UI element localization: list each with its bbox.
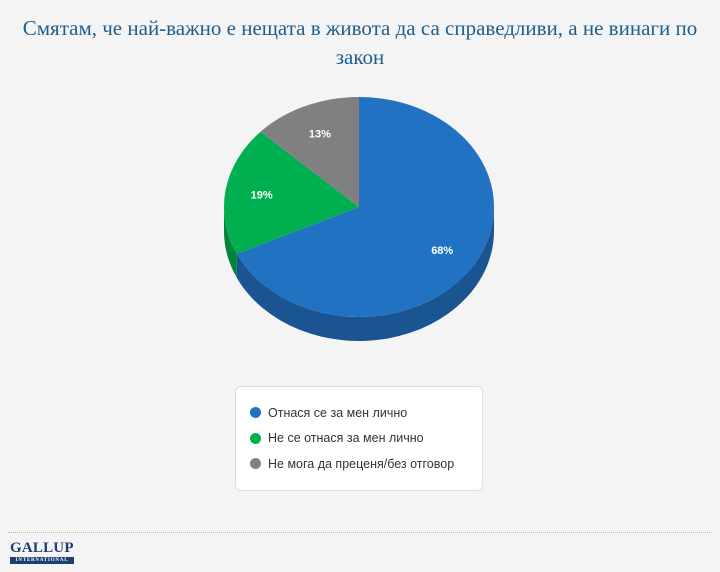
legend-label: Отнася се за мен лично: [268, 405, 408, 420]
chart-title: Смятам, че най-важно е нещата в живота д…: [22, 16, 698, 69]
logo-sub-text: INTERNATIONAL: [10, 557, 74, 564]
pie-slice-2[interactable]: [260, 97, 359, 207]
legend-swatch-blue: [250, 407, 261, 419]
logo-main-text: GALLUP: [10, 540, 74, 556]
legend-item-no-answer[interactable]: Не мога да преценя/без отговор: [250, 451, 482, 477]
legend-label: Не мога да преценя/без отговор: [268, 456, 455, 471]
pie-slice-1[interactable]: [224, 131, 359, 254]
pie-chart: 68% 19% 13%: [224, 97, 495, 341]
legend-swatch-green: [250, 432, 261, 444]
legend-item-not-personal[interactable]: Не се отнася за мен лично: [250, 426, 482, 452]
pie-slice-0[interactable]: [236, 97, 495, 317]
pie-side-0: [236, 207, 495, 341]
pie-data-label-0: 68%: [431, 245, 453, 257]
pie-side-1: [224, 207, 237, 278]
gallup-logo: GALLUP INTERNATIONAL: [10, 541, 74, 564]
pie-data-label-2: 13%: [309, 128, 331, 140]
footer-divider: [8, 532, 712, 533]
legend-label: Не се отнася за мен лично: [268, 431, 424, 446]
chart-legend: Отнася се за мен лично Не се отнася за м…: [235, 386, 483, 491]
pie-data-label-1: 19%: [251, 189, 273, 201]
legend-item-personal[interactable]: Отнася се за мен лично: [250, 400, 482, 426]
legend-swatch-gray: [250, 458, 261, 470]
